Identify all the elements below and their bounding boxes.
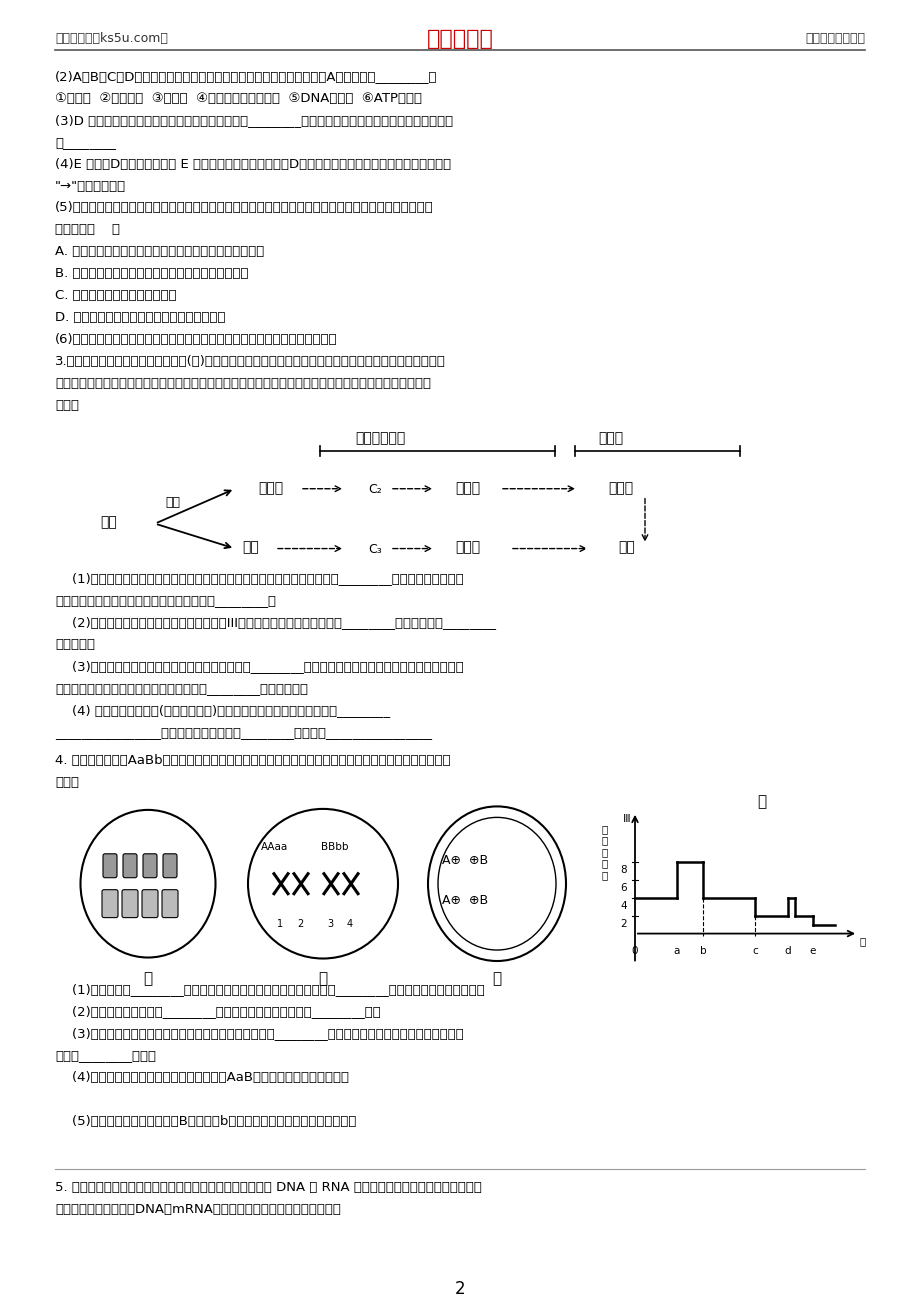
Text: 线粒体: 线粒体 (597, 431, 622, 445)
Text: 脂肪微粒。: 脂肪微粒。 (55, 638, 95, 651)
Text: 4: 4 (346, 919, 353, 928)
Text: 蔗糖: 蔗糖 (618, 540, 634, 555)
Text: 然后脂肪酸和甘油分别在多种酶的催化下形成葡萄糖，最后转变成蔗糖，并转运至胚轴供给胚生长和发育，: 然后脂肪酸和甘油分别在多种酶的催化下形成葡萄糖，最后转变成蔗糖，并转运至胚轴供给… (55, 378, 430, 391)
Text: 丝分裂各阶段细胞中核DNA和mRNA的含量变化。请据图回答有关问题。: 丝分裂各阶段细胞中核DNA和mRNA的含量变化。请据图回答有关问题。 (55, 1203, 341, 1216)
Ellipse shape (248, 809, 398, 958)
Text: 丁: 丁 (756, 794, 766, 809)
Text: 脂肪酸: 脂肪酸 (257, 480, 283, 495)
Text: (2)A、B、C、D代表由细胞内合成的各种蛋白质。其中下列物质中属于A类物质的是________。: (2)A、B、C、D代表由细胞内合成的各种蛋白质。其中下列物质中属于A类物质的是… (55, 70, 437, 83)
Text: 4. 以下是基因型为AaBb的雌性高等动物细胞分裂图像及细胞分裂过程中染色体数目变化曲线，请回答下列: 4. 以下是基因型为AaBb的雌性高等动物细胞分裂图像及细胞分裂过程中染色体数目… (55, 754, 450, 767)
Text: A⊕  ⊕B: A⊕ ⊕B (441, 893, 488, 906)
Text: 问题：: 问题： (55, 776, 79, 789)
FancyBboxPatch shape (122, 889, 138, 918)
Text: e: e (809, 945, 815, 956)
Text: A. 生物膜具有选择透性，能够允许对细胞有益的物质进入: A. 生物膜具有选择透性，能够允许对细胞有益的物质进入 (55, 245, 264, 258)
Text: 2: 2 (297, 919, 303, 928)
Text: (5)若丙图中一条染色体上的B基因变为b基因，则产生这种情况的原因可能是: (5)若丙图中一条染色体上的B基因变为b基因，则产生这种情况的原因可能是 (55, 1115, 356, 1128)
Text: (3)若用光学显微镜观察到图中细胞所示的染色体，需用________染色；若鉴定染色体的主要成分时，需: (3)若用光学显微镜观察到图中细胞所示的染色体，需用________染色；若鉴定… (55, 1027, 463, 1040)
Text: 您身边的高考专家: 您身边的高考专家 (804, 33, 864, 44)
Text: c: c (752, 945, 757, 956)
Text: (4) 油料种子萌发初期(真叶长出之前)，干重先增加、后减少。其原因是________: (4) 油料种子萌发初期(真叶长出之前)，干重先增加、后减少。其原因是_____… (55, 704, 390, 717)
Text: 乙: 乙 (318, 971, 327, 987)
Text: 2: 2 (454, 1280, 465, 1298)
Text: 3.大多数植物种子的贮藏物质以脂肪(油)为主，并储存在细胞的油体中。种子萌发时，脂肪水解生成脂肪酸和: 3.大多数植物种子的贮藏物质以脂肪(油)为主，并储存在细胞的油体中。种子萌发时，… (55, 355, 446, 368)
Text: 脂肪: 脂肪 (100, 516, 117, 530)
Text: 甘油: 甘油 (242, 540, 258, 555)
Text: 0: 0 (631, 945, 638, 956)
Text: 质量的脂肪彻底氧化分解释放出的能量比糖类________。: 质量的脂肪彻底氧化分解释放出的能量比糖类________。 (55, 595, 276, 608)
Text: Ⅲ: Ⅲ (622, 814, 630, 824)
Ellipse shape (427, 806, 565, 961)
FancyBboxPatch shape (102, 889, 118, 918)
Text: 这是因为（    ）: 这是因为（ ） (55, 224, 119, 237)
Text: (5)将酶、抗体、核酸等生物大分子或小分子药物用磷脂制成的微球体包裹后，更容易运输到患病部位的细: (5)将酶、抗体、核酸等生物大分子或小分子药物用磷脂制成的微球体包裹后，更容易运… (55, 202, 433, 215)
Text: (4)若乙图细胞分裂完成后形成了基因型为AaB的子细胞，其原因最可能是: (4)若乙图细胞分裂完成后形成了基因型为AaB的子细胞，其原因最可能是 (55, 1072, 348, 1085)
Text: a: a (673, 945, 679, 956)
Text: b: b (699, 945, 706, 956)
Text: (6)请在图乙中绘出分泌蛋白合成和分泌后细胞中这三种生物膜的膜面积变化。: (6)请在图乙中绘出分泌蛋白合成和分泌后细胞中这三种生物膜的膜面积变化。 (55, 333, 337, 346)
Text: 甲: 甲 (143, 971, 153, 987)
Text: (1)大多数植物种子以贮藏脂肪为主，这是因为与糖类相比，脂肪是更好的________物质，其原因之一是: (1)大多数植物种子以贮藏脂肪为主，这是因为与糖类相比，脂肪是更好的______… (55, 573, 463, 586)
Text: 所示。: 所示。 (55, 398, 79, 411)
Text: "→"和序号表示）: "→"和序号表示） (55, 180, 126, 193)
Text: A⊕  ⊕B: A⊕ ⊕B (441, 854, 488, 867)
Text: 1: 1 (277, 919, 283, 928)
Text: C. 生物膜上的糖蛋白起识别作用: C. 生物膜上的糖蛋白起识别作用 (55, 289, 176, 302)
Text: D. 生物膜具有半透性，不允许大分子物质通过: D. 生物膜具有半透性，不允许大分子物质通过 (55, 311, 225, 324)
FancyBboxPatch shape (162, 889, 177, 918)
Text: 体、乙醛酸循环体、线粒体，是细胞器之间________的典型例子。: 体、乙醛酸循环体、线粒体，是细胞器之间________的典型例子。 (55, 682, 308, 695)
Text: 水解: 水解 (165, 496, 180, 509)
Text: 5. 放射性同位素自显影技术被用于研究细胞有丝分裂过程中 DNA 和 RNA 的变化。如图甲表示洋葱根尖细胞处: 5. 放射性同位素自显影技术被用于研究细胞有丝分裂过程中 DNA 和 RNA 的… (55, 1181, 482, 1194)
Text: (2)丙图所示细胞名称为________，其染色体变化对应丁图的________段。: (2)丙图所示细胞名称为________，其染色体变化对应丁图的________… (55, 1005, 380, 1018)
Text: (1)甲细胞内有________个染色体组，分裂产生的子细胞的基因型是________。不具有同源染色体的细胞: (1)甲细胞内有________个染色体组，分裂产生的子细胞的基因型是_____… (55, 983, 484, 996)
Text: d: d (784, 945, 790, 956)
Text: 葡萄糖: 葡萄糖 (455, 540, 480, 555)
FancyBboxPatch shape (123, 854, 137, 878)
Text: 6: 6 (619, 883, 627, 893)
Text: 丙: 丙 (492, 971, 501, 987)
Ellipse shape (81, 810, 215, 957)
Text: BBbb: BBbb (321, 842, 348, 852)
FancyBboxPatch shape (163, 854, 176, 878)
Text: B. 磷脂双分子层是生物膜的基本骨架，且具有流动性: B. 磷脂双分子层是生物膜的基本骨架，且具有流动性 (55, 267, 248, 280)
Text: 3: 3 (326, 919, 333, 928)
Text: C₂: C₂ (368, 483, 381, 496)
Text: 苹果酸: 苹果酸 (607, 480, 632, 495)
FancyBboxPatch shape (142, 854, 157, 878)
Text: 时: 时 (859, 936, 866, 947)
Text: ________________。真叶长出之后，干重________，原因是________________: ________________。真叶长出之后，干重________，原因是__… (55, 727, 432, 740)
Text: (3)油料种子萌发时，细胞中催化脂肪水解的酶是________；脂肪储存和转变为蔗糖的过程中，先后依赖: (3)油料种子萌发时，细胞中催化脂肪水解的酶是________；脂肪储存和转变为… (55, 660, 463, 673)
Text: 试剂和________试剂。: 试剂和________试剂。 (55, 1049, 156, 1062)
Text: ①呼吸酶  ②粘连蛋白  ③胰岛素  ④线粒体膜的组成蛋白  ⑤DNA聚合酶  ⑥ATP合成酶: ①呼吸酶 ②粘连蛋白 ③胰岛素 ④线粒体膜的组成蛋白 ⑤DNA聚合酶 ⑥ATP合… (55, 91, 422, 104)
Text: C₃: C₃ (368, 543, 381, 556)
Text: 染
色
体
数
目: 染 色 体 数 目 (601, 824, 607, 880)
Text: 琥珀酸: 琥珀酸 (455, 480, 480, 495)
Text: 2: 2 (619, 919, 627, 928)
Text: 高考资源网（ks5u.com）: 高考资源网（ks5u.com） (55, 33, 167, 44)
Text: 8: 8 (619, 865, 627, 875)
Text: 高考资源网: 高考资源网 (426, 27, 493, 49)
Text: 是________: 是________ (55, 135, 116, 148)
FancyBboxPatch shape (142, 889, 158, 918)
FancyBboxPatch shape (103, 854, 117, 878)
Text: AAaa: AAaa (261, 842, 289, 852)
Text: 4: 4 (619, 901, 627, 910)
Text: (3)D 物质从合成并运输到细胞外的过程中一共穿过________层脂双层。能够大大增加细胞内膜面积的结: (3)D 物质从合成并运输到细胞外的过程中一共穿过________层脂双层。能够… (55, 113, 453, 126)
Text: 乙醛酸循环体: 乙醛酸循环体 (355, 431, 404, 445)
Text: (2)为了观察植物种子中的脂肪，常用苏丹III染液对种子切片染色，然后在________下观察，可见________: (2)为了观察植物种子中的脂肪，常用苏丹III染液对种子切片染色，然后在____… (55, 616, 495, 629)
Text: (4)E 是合成D物质的原料，则 E 物质从细胞外进入细胞形成D物质并排出细胞外，需要经过的膜结构依次: (4)E 是合成D物质的原料，则 E 物质从细胞外进入细胞形成D物质并排出细胞外… (55, 158, 450, 171)
